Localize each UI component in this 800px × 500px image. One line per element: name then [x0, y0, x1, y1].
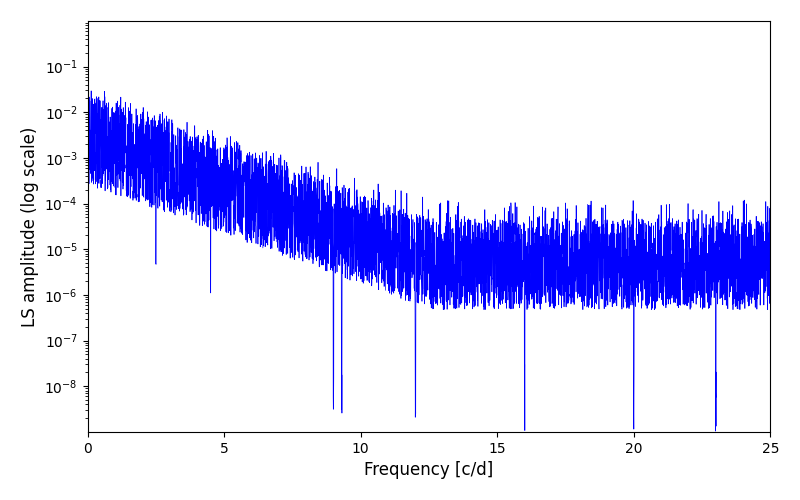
- Y-axis label: LS amplitude (log scale): LS amplitude (log scale): [21, 126, 39, 326]
- X-axis label: Frequency [c/d]: Frequency [c/d]: [364, 461, 494, 479]
